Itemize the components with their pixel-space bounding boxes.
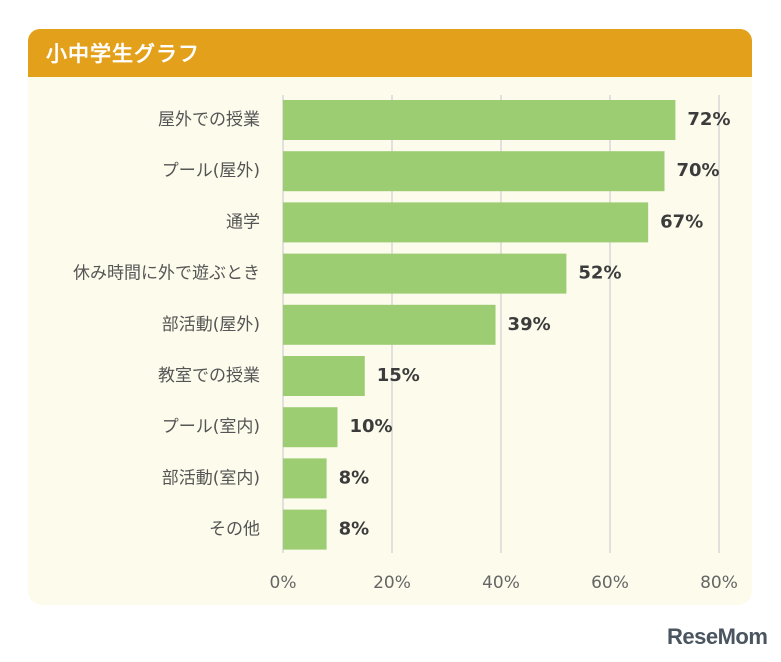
value-label: 8% <box>339 519 370 540</box>
bar <box>283 100 676 140</box>
bar <box>283 151 665 192</box>
value-label: 39% <box>508 314 551 335</box>
chart-header: 小中学生グラフ <box>28 29 752 77</box>
value-label: 8% <box>339 467 370 488</box>
category-label: 屋外での授業 <box>158 110 260 130</box>
value-label: 10% <box>350 416 393 437</box>
category-label: 部活動(屋外) <box>162 315 260 335</box>
category-label: その他 <box>209 520 260 540</box>
x-tick-label: 40% <box>482 573 520 593</box>
resemom-logo: ReseMom <box>667 624 768 650</box>
x-tick-label: 0% <box>270 573 297 593</box>
labels: 0% 20% 40% 60% 80% 屋外での授業 72% プール(屋外) 70% 通学 67% 休み… <box>73 109 738 593</box>
bar <box>283 253 567 294</box>
x-tick-label: 20% <box>373 573 411 593</box>
value-label: 67% <box>660 211 703 232</box>
category-label: プール(室内) <box>162 417 260 437</box>
value-label: 15% <box>377 365 420 386</box>
chart-title: 小中学生グラフ <box>46 42 200 66</box>
value-label: 72% <box>687 109 730 130</box>
bar <box>283 458 327 499</box>
bar <box>283 356 365 396</box>
value-label: 70% <box>677 160 720 181</box>
value-label: 52% <box>578 263 621 284</box>
bar <box>283 202 649 243</box>
logo-text: ReseMom <box>667 624 768 649</box>
x-tick-label: 80% <box>700 573 738 593</box>
category-label: 休み時間に外で遊ぶとき <box>73 264 260 284</box>
bars <box>283 100 676 550</box>
bar <box>283 509 327 550</box>
category-label: 教室での授業 <box>158 366 260 386</box>
category-label: 通学 <box>226 212 260 232</box>
bar <box>283 407 338 448</box>
category-label: プール(屋外) <box>162 161 260 181</box>
bar <box>283 304 496 345</box>
x-tick-label: 60% <box>591 573 629 593</box>
category-label: 部活動(室内) <box>162 468 260 488</box>
